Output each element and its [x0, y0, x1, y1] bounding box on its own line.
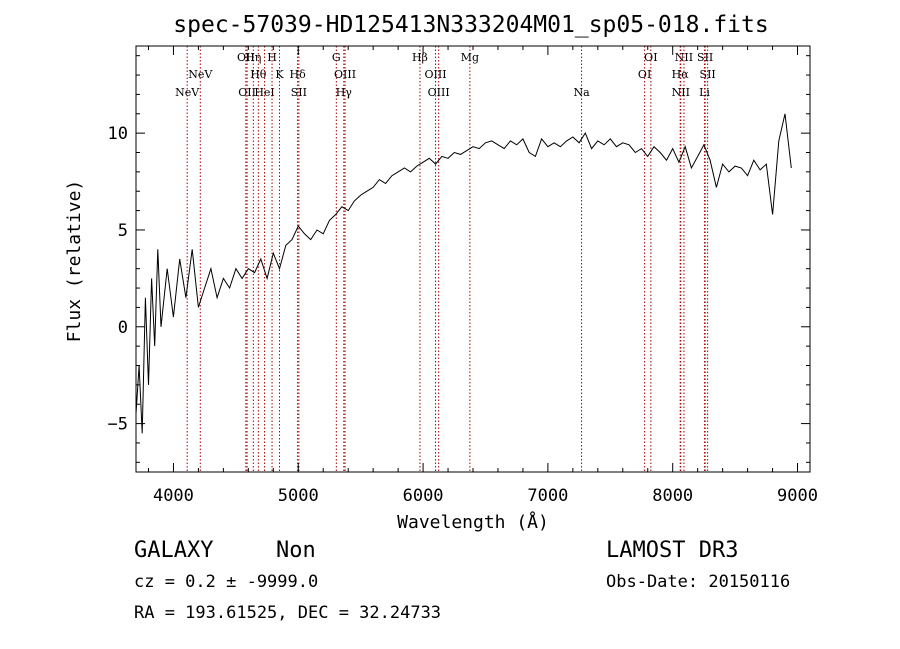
y-tick-label: 10: [108, 124, 128, 144]
line-marker-label: NeV: [188, 68, 213, 81]
line-marker-label: Li: [699, 86, 710, 99]
line-marker-label: H: [267, 51, 277, 64]
line-marker-label: Hδ: [290, 68, 307, 81]
plot-frame: [135, 45, 811, 473]
line-marker-label: Na: [573, 86, 590, 99]
x-tick-label: 4000: [153, 486, 194, 506]
x-tick-label: 7000: [527, 486, 568, 506]
x-axis-label: Wavelength (Å): [397, 511, 549, 533]
x-tick-label: 9000: [777, 486, 818, 506]
line-marker-label: OI: [644, 51, 657, 64]
line-marker-label: HeI: [254, 86, 274, 99]
line-marker-label: Mg: [461, 51, 479, 64]
line-marker-label: NII: [672, 86, 690, 99]
x-tick-label: 8000: [652, 486, 693, 506]
coordinates: RA = 193.61525, DEC = 32.24733: [134, 603, 442, 623]
spectrum-series: [135, 113, 792, 434]
line-marker-label: NeV: [175, 86, 200, 99]
observation-date: Obs-Date: 20150116: [606, 572, 791, 592]
y-tick-label: 5: [118, 221, 128, 241]
redshift-value: cz = 0.2 ± -9999.0: [134, 572, 319, 592]
line-marker-label: SII: [700, 68, 716, 81]
survey-name: LAMOST DR3: [606, 538, 739, 563]
spectrum-line: [135, 113, 792, 434]
x-tick-label: 5000: [278, 486, 319, 506]
line-marker-label: OII: [238, 86, 256, 99]
line-marker-label: OIII: [334, 68, 356, 81]
line-marker-label: Hγ: [336, 86, 353, 99]
x-tick-label: 6000: [403, 486, 444, 506]
line-marker-label: OIII: [428, 86, 450, 99]
line-marker-label: Hβ: [412, 51, 428, 64]
line-marker-label: Hη: [245, 51, 261, 64]
line-marker-label: OII: [237, 51, 255, 64]
y-tick-label: −5: [108, 415, 128, 435]
object-subclass: Non: [276, 538, 316, 563]
line-marker-label: OI: [638, 68, 651, 81]
line-marker-label: OIII: [425, 68, 447, 81]
line-marker-label: NII: [675, 51, 693, 64]
y-axis-label: Flux (relative): [64, 180, 85, 343]
line-marker-label: K: [275, 68, 284, 81]
object-class: GALAXY: [134, 538, 214, 563]
chart-title: spec-57039-HD125413N333204M01_sp05-018.f…: [173, 12, 768, 38]
line-marker-label: G: [332, 51, 341, 64]
y-tick-label: 0: [118, 318, 128, 338]
axis-ticks: 4000 5000 6000 7000 8000 9000 −5 0 5 10: [108, 46, 818, 506]
line-marker-label: SII: [291, 86, 307, 99]
line-marker-label: SII: [697, 51, 713, 64]
line-marker-label: Hθ: [250, 68, 267, 81]
